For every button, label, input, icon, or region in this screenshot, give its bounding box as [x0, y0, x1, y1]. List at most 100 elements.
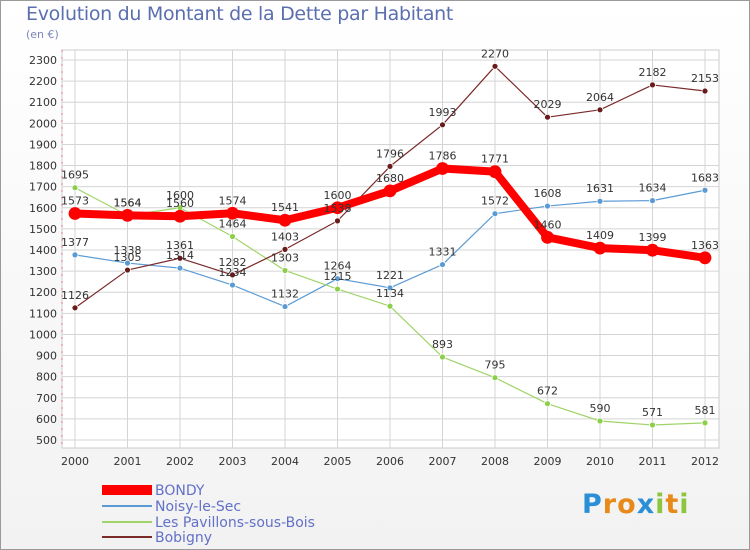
y-tick-label: 500 — [36, 434, 57, 447]
data-label: 1564 — [114, 196, 142, 209]
data-label: 672 — [537, 385, 558, 398]
data-point — [173, 209, 187, 223]
axes: 500 600 700 800 900 1000 1100 1200 1300 1400 1500 1… — [29, 50, 719, 468]
data-point — [124, 259, 131, 267]
y-tick-label: 1300 — [29, 265, 57, 278]
data-point — [281, 303, 289, 310]
y-tick-label: 900 — [36, 350, 57, 363]
data-point — [386, 302, 394, 310]
data-label: 2064 — [586, 91, 614, 104]
data-label: 1215 — [324, 270, 352, 283]
data-label: 1377 — [61, 236, 89, 249]
logo-letter: x — [636, 489, 656, 520]
data-point — [121, 208, 134, 222]
data-point — [596, 106, 604, 114]
x-tick-label: 2005 — [324, 455, 352, 468]
data-label: 1771 — [481, 153, 509, 166]
data-label: 1126 — [61, 289, 89, 302]
data-point — [649, 81, 656, 89]
data-point — [544, 202, 551, 210]
data-point — [541, 230, 554, 244]
data-label: 1264 — [324, 260, 352, 273]
x-tick-label: 2009 — [534, 455, 562, 468]
data-point — [596, 197, 604, 205]
data-point — [229, 233, 236, 240]
data-point — [281, 245, 289, 253]
value-labels: 1573 1564 1560 1574 1541 1600 1680 1786 1771 1460… — [61, 47, 719, 419]
data-point — [68, 207, 82, 220]
x-tick-label: 2006 — [376, 455, 404, 468]
data-point — [544, 113, 551, 121]
data-point — [436, 162, 449, 175]
data-label: 1564 — [114, 196, 142, 209]
data-label: 1221 — [376, 269, 404, 282]
legend-label: Les Pavillons-sous-Bois — [155, 515, 315, 531]
y-tick-label: 1400 — [29, 244, 57, 257]
y-tick-label: 1500 — [29, 223, 57, 236]
x-tick-label: 2004 — [271, 455, 299, 468]
data-label: 1572 — [481, 195, 509, 208]
data-point — [278, 213, 292, 227]
logo-letter: o — [617, 489, 637, 520]
data-label: 590 — [590, 402, 611, 415]
data-point — [488, 165, 502, 179]
data-label: 1796 — [376, 147, 404, 160]
data-label: 1634 — [639, 182, 667, 195]
logo-letter: P — [582, 489, 603, 520]
x-tick-label: 2007 — [429, 455, 457, 468]
data-point — [176, 254, 184, 262]
data-label: 1600 — [166, 189, 194, 202]
y-tick-label: 2300 — [29, 54, 57, 67]
data-label: 1695 — [61, 169, 89, 182]
data-point — [331, 201, 344, 215]
data-point — [439, 121, 446, 129]
y-tick-label: 1000 — [29, 328, 57, 341]
y-tick-label: 1800 — [29, 160, 57, 173]
x-tick-label: 2008 — [481, 455, 509, 468]
x-tick-label: 2000 — [61, 455, 89, 468]
data-label: 1331 — [429, 246, 457, 259]
y-tick-label: 600 — [36, 413, 57, 426]
data-label: 2029 — [534, 98, 562, 111]
x-tick-label: 2001 — [114, 455, 142, 468]
series — [68, 62, 712, 429]
y-tick-label: 1100 — [29, 307, 57, 320]
y-tick-label: 800 — [36, 371, 57, 384]
data-point — [281, 267, 289, 274]
data-point — [226, 206, 239, 220]
data-point — [701, 186, 709, 194]
data-point — [439, 353, 446, 361]
data-label: 1574 — [219, 194, 247, 207]
data-label: 2270 — [481, 47, 509, 60]
data-point — [176, 264, 184, 272]
data-label: 1134 — [376, 287, 404, 300]
data-label: 1460 — [534, 218, 562, 231]
data-label: 1560 — [166, 197, 194, 210]
data-label: 1403 — [271, 230, 299, 243]
data-label: 1305 — [114, 251, 142, 264]
data-point — [701, 87, 709, 95]
data-point — [491, 374, 499, 382]
data-label: 1600 — [324, 189, 352, 202]
data-point — [649, 421, 656, 429]
data-label: 1132 — [271, 288, 299, 301]
y-tick-label: 1700 — [29, 181, 57, 194]
data-label: 1363 — [691, 239, 719, 252]
data-point — [334, 285, 341, 293]
y-tick-label: 2200 — [29, 75, 57, 88]
data-label: 2182 — [639, 66, 667, 79]
y-tick-label: 1200 — [29, 286, 57, 299]
data-point — [229, 281, 236, 289]
data-label: 1608 — [534, 187, 562, 200]
data-point — [593, 241, 607, 255]
data-point — [491, 210, 499, 218]
data-point — [698, 251, 712, 265]
data-label: 581 — [695, 404, 716, 417]
legend-label: Bobigny — [155, 530, 212, 546]
logo-letter: t — [665, 489, 680, 520]
y-tick-label: 2000 — [29, 117, 57, 130]
data-label: 571 — [642, 406, 663, 419]
data-point — [439, 261, 446, 268]
logo-letter: r — [602, 489, 618, 520]
